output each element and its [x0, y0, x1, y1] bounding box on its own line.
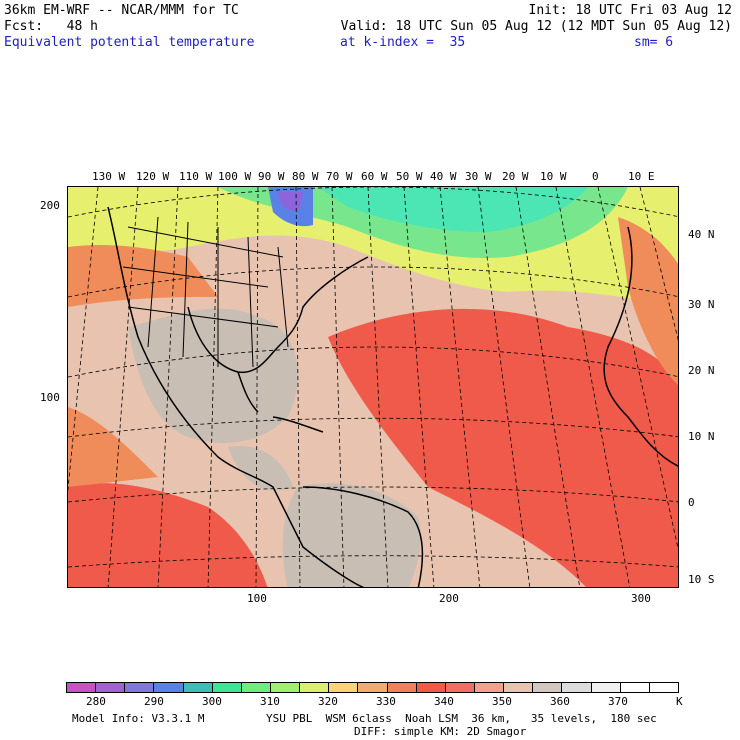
colorbar-label: 310	[260, 695, 280, 708]
colorbar-label: 330	[376, 695, 396, 708]
central-america-gray-region	[228, 446, 293, 491]
colorbar-swatch	[620, 683, 650, 692]
lon-label: 80 W	[292, 170, 319, 183]
colorbar-swatch	[300, 683, 330, 692]
model-info: Model Info: V3.3.1 M	[72, 712, 205, 725]
colorbar-swatch	[358, 683, 388, 692]
pacific-orange-region	[68, 407, 158, 487]
theta-e-map	[67, 186, 679, 588]
colorbar-label: 290	[144, 695, 164, 708]
political-borders	[122, 216, 289, 368]
lon-label: 30 W	[465, 170, 492, 183]
colorbar-swatch	[562, 683, 592, 692]
lat-label: 30 N	[688, 298, 715, 311]
colorbar-swatch	[212, 683, 242, 692]
colorbar-label: 280	[86, 695, 106, 708]
colorbar-swatch	[329, 683, 359, 692]
lon-label: 10 E	[628, 170, 655, 183]
colorbar-swatch	[96, 683, 126, 692]
colorbar-label: 300	[202, 695, 222, 708]
level-info: at k-index = 35	[340, 35, 466, 50]
grid-y-label: 100	[40, 391, 60, 404]
cool-north-teal-band	[318, 187, 588, 232]
colorbar-swatch	[270, 683, 301, 692]
grid-y-label: 200	[40, 199, 60, 212]
colorbar-swatch	[474, 683, 505, 692]
lon-label: 50 W	[396, 170, 423, 183]
europe-africa-orange	[618, 217, 678, 386]
model-title: 36km EM-WRF -- NCAR/MMM for TC	[4, 3, 239, 18]
colorbar-swatch	[504, 683, 534, 692]
colorbar-swatch	[591, 683, 621, 692]
colorbar-swatch	[533, 683, 563, 692]
colorbar	[66, 682, 679, 693]
colorbar-swatch	[183, 683, 213, 692]
lon-label: 40 W	[430, 170, 457, 183]
diffusion-info: DIFF: simple KM: 2D Smagor	[354, 725, 527, 738]
colorbar-swatch	[416, 683, 446, 692]
lon-label: 20 W	[502, 170, 529, 183]
lat-label: 20 N	[688, 364, 715, 377]
lon-label: 0	[592, 170, 599, 183]
warm-atlantic-region	[328, 308, 678, 587]
colorbar-swatch	[154, 683, 184, 692]
lat-label: 0	[688, 496, 695, 509]
grid-x-label: 300	[631, 592, 651, 605]
grid-x-label: 100	[247, 592, 267, 605]
hudson-bay-purple	[278, 192, 303, 211]
colorbar-swatch	[649, 683, 678, 692]
field-name: Equivalent potential temperature	[4, 35, 255, 50]
lon-label: 70 W	[326, 170, 353, 183]
colorbar-swatch	[241, 683, 271, 692]
forecast-hour: Fcst: 48 h	[4, 19, 98, 34]
lat-label: 10 N	[688, 430, 715, 443]
colorbar-label: 360	[550, 695, 570, 708]
init-time: Init: 18 UTC Fri 03 Aug 12	[528, 3, 733, 18]
grid-x-label: 200	[439, 592, 459, 605]
map-svg	[68, 187, 678, 587]
lon-label: 90 W	[258, 170, 285, 183]
lon-label: 130 W	[92, 170, 126, 183]
smoothing-info: sm= 6	[634, 35, 674, 50]
coastlines	[107, 206, 678, 587]
lon-label: 120 W	[136, 170, 170, 183]
colorbar-label: 350	[492, 695, 512, 708]
lon-label: 60 W	[361, 170, 388, 183]
physics-info: YSU PBL WSM 6class Noah LSM 36 km, 35 le…	[266, 712, 657, 725]
warm-pacific-region	[68, 483, 268, 587]
colorbar-unit: K	[676, 695, 683, 708]
colorbar-label: 320	[318, 695, 338, 708]
colorbar-swatch	[445, 683, 475, 692]
valid-time: Valid: 18 UTC Sun 05 Aug 12 (12 MDT Sun …	[340, 19, 732, 34]
colorbar-label: 370	[608, 695, 628, 708]
lat-label: 10 S	[688, 573, 715, 586]
lon-label: 110 W	[179, 170, 213, 183]
lat-label: 40 N	[688, 228, 715, 241]
colorbar-swatch	[67, 683, 97, 692]
lon-label: 100 W	[218, 170, 252, 183]
lon-label: 10 W	[540, 170, 567, 183]
western-us-orange	[68, 245, 218, 307]
colorbar-label: 340	[434, 695, 454, 708]
colorbar-swatch	[387, 683, 417, 692]
colorbar-swatch	[125, 683, 155, 692]
